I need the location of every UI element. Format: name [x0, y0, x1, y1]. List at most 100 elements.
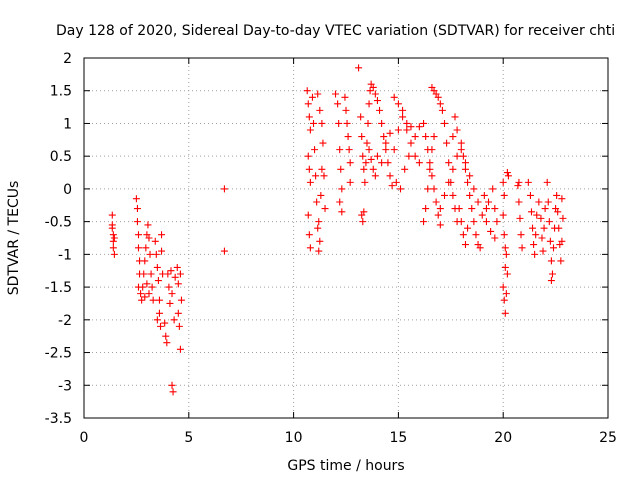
data-point-marker: [478, 211, 486, 219]
data-point-marker: [140, 270, 148, 278]
data-point-marker: [532, 231, 540, 239]
data-point-marker: [220, 185, 228, 193]
data-point-marker: [380, 133, 388, 141]
data-point-marker: [384, 159, 392, 167]
data-point-marker: [371, 90, 379, 98]
data-point-marker: [175, 322, 183, 330]
data-point-marker: [176, 270, 184, 278]
data-point-marker: [422, 205, 430, 213]
data-point-marker: [411, 133, 419, 141]
data-point-marker: [378, 159, 386, 167]
data-point-marker: [543, 178, 551, 186]
data-point-marker: [445, 178, 453, 186]
data-point-marker: [371, 172, 379, 180]
data-point-marker: [436, 205, 444, 213]
data-point-marker: [168, 290, 176, 298]
data-point-marker: [132, 195, 140, 203]
data-point-marker: [480, 191, 488, 199]
data-point-marker: [499, 283, 507, 291]
data-point-marker: [470, 218, 478, 226]
data-point-marker: [424, 146, 432, 154]
data-point-marker: [338, 185, 346, 193]
data-point-marker: [531, 250, 539, 258]
data-point-marker: [306, 244, 314, 252]
data-point-marker: [516, 214, 524, 222]
data-point-marker: [321, 205, 329, 213]
data-point-marker: [474, 198, 482, 206]
data-point-marker: [461, 241, 469, 249]
data-point-marker: [153, 316, 161, 324]
data-point-marker: [336, 198, 344, 206]
data-point-marker: [434, 211, 442, 219]
data-point-marker: [382, 139, 390, 147]
y-tick-label: 0.5: [50, 149, 72, 165]
data-point-marker: [166, 299, 174, 307]
data-point-marker: [392, 178, 400, 186]
data-point-marker: [320, 172, 328, 180]
data-point-marker: [491, 234, 499, 242]
data-point-marker: [530, 241, 538, 249]
data-point-marker: [411, 152, 419, 160]
data-point-marker: [332, 90, 340, 98]
data-point-marker: [365, 146, 373, 154]
data-point-marker: [547, 257, 555, 265]
data-point-marker: [499, 211, 507, 219]
data-point-marker: [489, 185, 497, 193]
data-point-marker: [306, 178, 314, 186]
data-point-marker: [382, 146, 390, 154]
data-point-marker: [357, 113, 365, 121]
data-point-marker: [304, 211, 312, 219]
data-point-marker: [149, 296, 157, 304]
data-point-marker: [453, 152, 461, 160]
y-tick-label: -3: [58, 378, 72, 394]
data-point-marker: [468, 205, 476, 213]
data-point-marker: [171, 273, 179, 281]
data-point-marker: [503, 169, 511, 177]
data-point-marker: [426, 165, 434, 173]
data-point-marker: [514, 182, 522, 190]
chart-title: Day 128 of 2020, Sidereal Day-to-day VTE…: [56, 23, 615, 39]
data-point-marker: [359, 152, 367, 160]
data-point-marker: [314, 224, 322, 232]
data-point-marker: [342, 106, 350, 114]
data-point-marker: [554, 208, 562, 216]
data-point-marker: [501, 309, 509, 317]
data-point-marker: [457, 218, 465, 226]
data-point-marker: [436, 221, 444, 229]
data-point-marker: [501, 244, 509, 252]
data-point-marker: [464, 178, 472, 186]
data-point-marker: [164, 270, 172, 278]
y-tick-label: -2.5: [45, 346, 72, 362]
data-point-marker: [161, 319, 169, 327]
data-point-marker: [482, 205, 490, 213]
data-point-marker: [304, 152, 312, 160]
data-point-marker: [557, 257, 565, 265]
data-point-marker: [459, 231, 467, 239]
data-point-marker: [547, 277, 555, 285]
data-point-marker: [535, 198, 543, 206]
data-point-marker: [501, 263, 509, 271]
data-point-marker: [110, 250, 118, 258]
data-point-marker: [343, 119, 351, 127]
data-point-marker: [526, 191, 534, 199]
data-point-marker: [134, 244, 142, 252]
data-point-marker: [158, 231, 166, 239]
data-point-marker: [155, 296, 163, 304]
data-point-marker: [109, 244, 117, 252]
data-point-marker: [319, 139, 327, 147]
data-point-marker: [174, 309, 182, 317]
x-axis-title: GPS time / hours: [287, 458, 404, 474]
data-point-marker: [407, 139, 415, 147]
data-point-marker: [361, 178, 369, 186]
data-point-marker: [158, 247, 166, 255]
y-tick-label: -3.5: [45, 411, 72, 427]
data-point-marker: [432, 198, 440, 206]
y-tick-label: 0: [63, 182, 72, 198]
data-point-marker: [345, 146, 353, 154]
data-point-marker: [420, 218, 428, 226]
data-point-marker: [436, 100, 444, 108]
data-point-marker: [141, 257, 149, 265]
data-point-marker: [540, 224, 548, 232]
data-point-marker: [451, 113, 459, 121]
y-axis-title: SDTVAR / TECUs: [6, 181, 22, 296]
